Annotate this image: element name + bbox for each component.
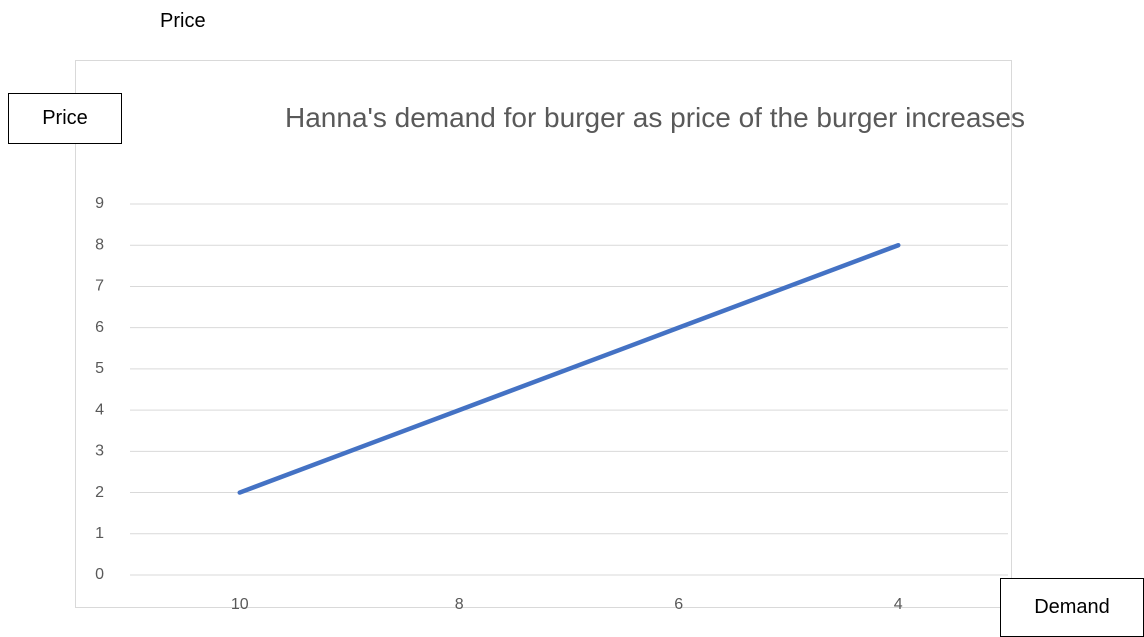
y-tick-label: 9 [95,195,104,212]
annotation-box: Demand [1000,578,1144,637]
x-tick-label: 10 [231,596,249,613]
x-tick-label: 6 [674,596,683,613]
chart-border [75,60,1012,608]
y-tick-label: 4 [95,401,104,418]
line [237,242,901,495]
annotation: Price [160,10,206,32]
y-tick-label: 6 [95,319,104,336]
y-tick-label: 2 [95,484,104,501]
y-tick-label: 5 [95,360,104,377]
y-tick-label: 3 [95,443,104,460]
y-tick-label: 1 [95,525,104,542]
x-tick-label: 8 [455,596,464,613]
x-tick-label: 4 [894,596,903,613]
chart-title: Hanna's demand for burger as price of th… [285,102,1025,133]
y-tick-label: 0 [95,566,104,583]
annotation-box: Price [8,93,122,144]
y-tick-label: 8 [95,236,104,253]
y-tick-label: 7 [95,278,104,295]
